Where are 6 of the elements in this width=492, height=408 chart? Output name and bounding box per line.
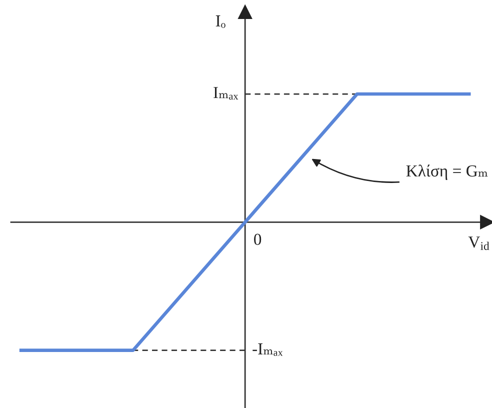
annotation: Κλίση = Gₘ: [406, 164, 488, 180]
ref-line-label: Iₘₐₓ: [214, 87, 238, 100]
y-axis-title: Iₒ: [216, 15, 226, 28]
x-axis-title: V$_{id}$: [468, 236, 490, 250]
annotation: 0: [254, 234, 262, 246]
ref-line-label: -Iₘₐₓ: [252, 343, 283, 356]
